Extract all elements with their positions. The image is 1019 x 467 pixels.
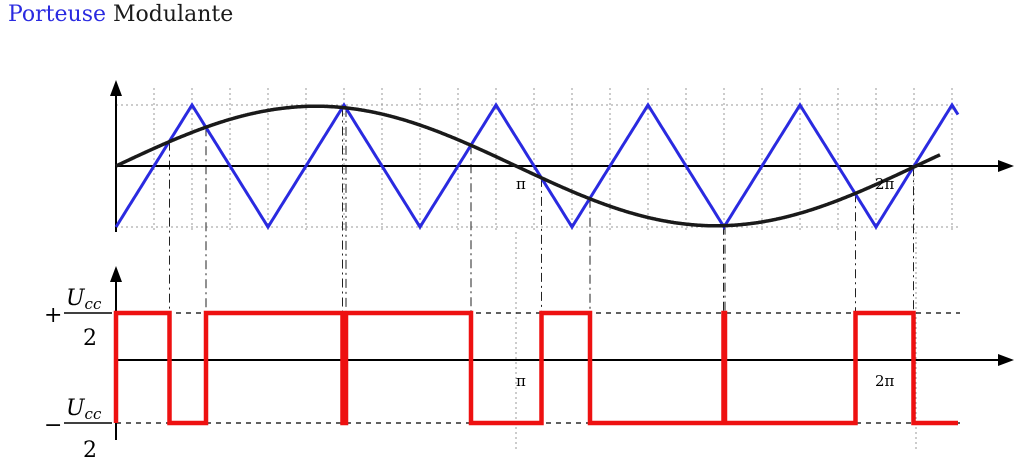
plus-ucc-half-label: + Ucc 2 [44, 286, 112, 351]
grid [116, 88, 958, 452]
minus-u: U [66, 396, 86, 421]
plus-denominator: 2 [83, 326, 97, 351]
top-x-arrowhead [998, 160, 1014, 172]
plus-numerator: Ucc [66, 286, 102, 313]
top-y-arrowhead [110, 80, 122, 96]
bottom-pi-label: π [516, 372, 526, 390]
top-axes [110, 80, 1014, 232]
minus-sign: − [44, 413, 62, 438]
plus-sign: + [44, 303, 62, 328]
minus-denominator: 2 [83, 438, 97, 463]
figure-title: Porteuse Modulante [8, 2, 233, 27]
top-2pi-label: 2π [875, 175, 895, 193]
minus-numerator: Ucc [66, 396, 102, 423]
plus-u: U [66, 286, 86, 311]
bottom-axes [110, 266, 1014, 440]
pwm-output-waveform [113, 310, 958, 426]
bottom-y-arrowhead [110, 266, 122, 282]
modulating-sine-wave [115, 104, 941, 228]
bottom-x-arrowhead [998, 354, 1014, 366]
modulating-label: Modulante [113, 2, 234, 27]
minus-cc: cc [85, 405, 102, 423]
carrier-label: Porteuse [8, 2, 107, 27]
minus-ucc-half-label: − Ucc 2 [44, 396, 112, 463]
carrier-triangle-wave [114, 102, 960, 230]
plus-cc: cc [85, 295, 102, 313]
bottom-2pi-label: 2π [875, 372, 895, 390]
top-pi-label: π [516, 175, 526, 193]
